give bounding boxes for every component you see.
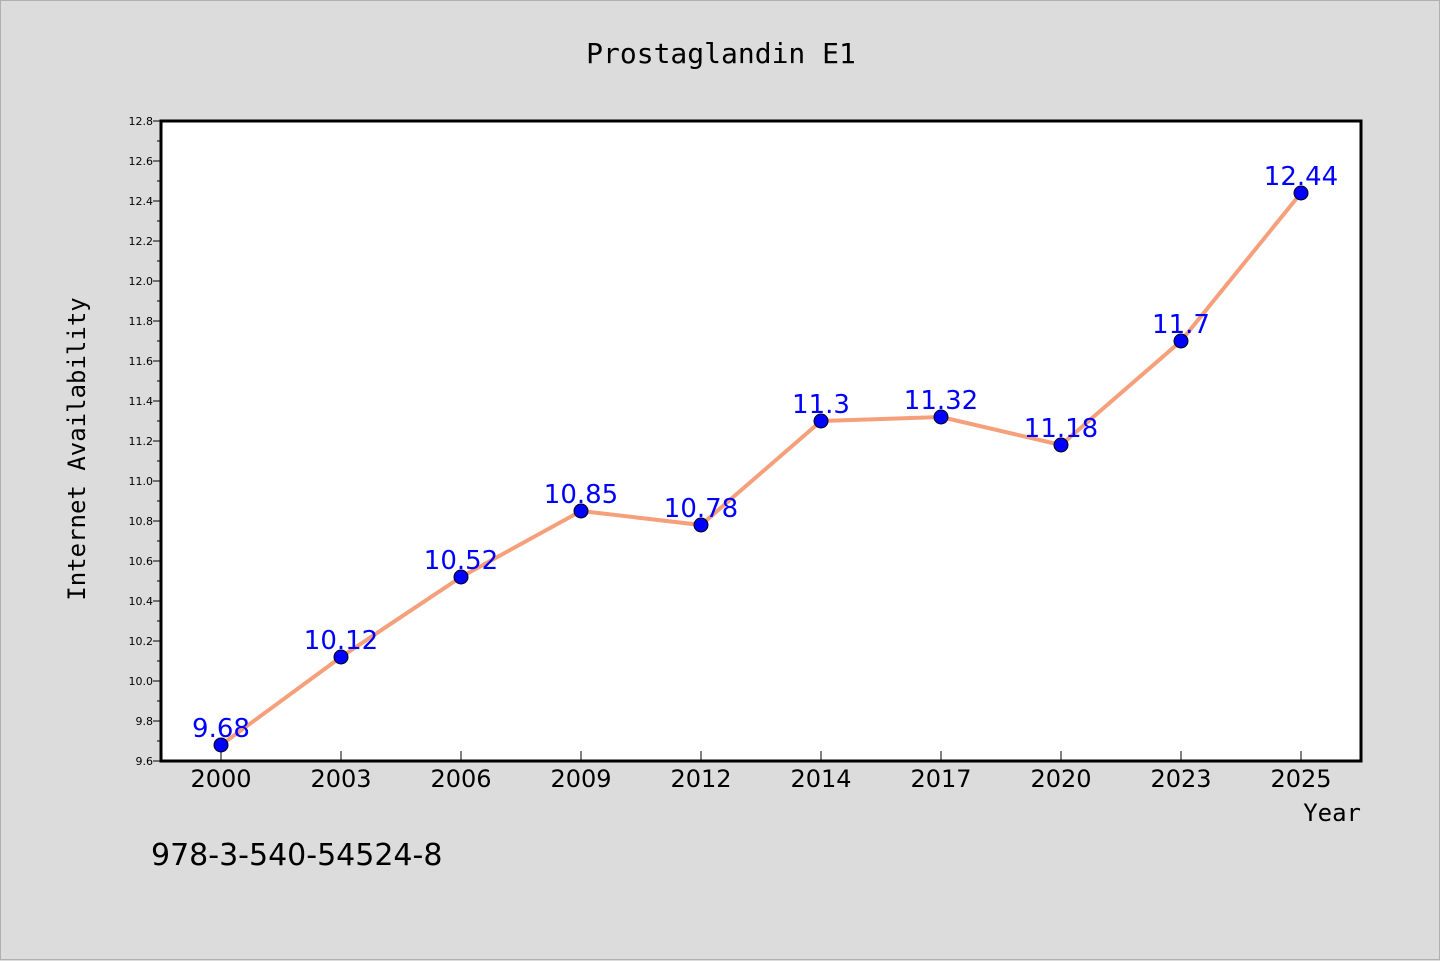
data-label: 11.7 [1152,310,1210,340]
y-tick-label: 10.6 [129,555,154,568]
data-point [333,649,349,665]
x-tick-label: 2020 [1030,765,1091,793]
data-label: 10.52 [424,546,498,576]
data-label: 11.32 [904,386,978,416]
data-point [213,737,229,753]
data-point [453,569,469,585]
chart-title: Prostaglandin E1 [586,37,856,70]
y-tick-label: 12.4 [129,195,154,208]
y-axis-label: Internet Availability [63,297,91,600]
y-tick-label: 10.8 [129,515,154,528]
y-tick-label: 11.8 [129,315,154,328]
x-tick-label: 2009 [550,765,611,793]
data-point [1293,185,1309,201]
data-point [1173,333,1189,349]
x-tick-label: 2025 [1270,765,1331,793]
data-point [573,503,589,519]
footer-text: 978-3-540-54524-8 [151,838,442,873]
data-label: 12.44 [1264,162,1338,192]
x-tick-label: 2014 [790,765,851,793]
series-line [219,191,1303,747]
y-tick-label: 12.0 [129,275,154,288]
y-tick-label: 9.8 [136,715,154,728]
y-tick-label: 12.2 [129,235,154,248]
y-tick-label: 12.6 [129,155,154,168]
data-point [693,517,709,533]
series-group: 9.68 10.12 10.52 10.85 10.78 11.3 11.32 11.18 11… [192,162,1338,753]
y-tick-label: 10.4 [129,595,154,608]
data-point [933,409,949,425]
y-tick-label: 11.4 [129,395,154,408]
data-label: 10.78 [664,494,738,524]
y-tick-label: 11.0 [129,475,154,488]
x-tick-label: 2012 [670,765,731,793]
data-point [1053,437,1069,453]
data-label: 11.3 [792,390,850,420]
y-tick-label: 12.8 [129,115,154,128]
x-tick-label: 2023 [1150,765,1211,793]
x-axis-label: Year [1303,799,1361,827]
data-label: 9.68 [192,714,250,744]
x-tick-label: 2006 [430,765,491,793]
y-tick-label: 11.2 [129,435,154,448]
y-tick-label: 10.2 [129,635,154,648]
data-label: 10.12 [304,626,378,656]
y-tick-label: 10.0 [129,675,154,688]
x-tick-label: 2017 [910,765,971,793]
y-axis: 9.6 9.8 10.0 10.2 10.4 10.6 10.8 11.0 11.2 11.4 11… [129,115,161,768]
x-axis: 2000 2003 2006 2009 2012 2014 2017 2020 2023 2025 [190,751,1332,793]
data-label: 11.18 [1024,414,1098,444]
plot-area [159,119,1363,763]
x-tick-label: 2003 [310,765,371,793]
data-label: 10.85 [544,480,618,510]
x-tick-label: 2000 [190,765,251,793]
y-tick-label: 9.6 [136,755,154,768]
y-tick-label: 11.6 [129,355,154,368]
data-point [813,413,829,429]
